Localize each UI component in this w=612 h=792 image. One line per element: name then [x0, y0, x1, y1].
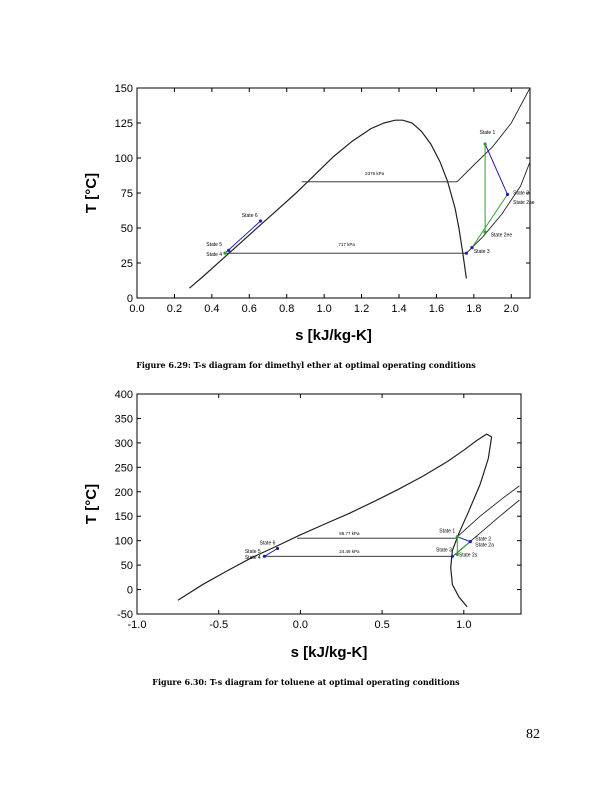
isobar-label: 717 kPa	[338, 242, 355, 247]
y-tick-label: 25	[121, 258, 133, 270]
state-point	[275, 546, 280, 551]
state-label: State 2ae	[513, 200, 535, 206]
state-label: State 4	[206, 252, 222, 258]
x-tick-label: 0.6	[242, 303, 257, 315]
y-tick-label: 400	[115, 389, 133, 401]
series-turbine-actual	[484, 143, 508, 195]
state-point	[464, 251, 468, 255]
series-isobar-low-upper	[466, 160, 530, 254]
state-label: State 1	[439, 528, 455, 534]
figure-caption-6-30: Figure 6.30: T-s diagram for toluene at …	[152, 677, 460, 687]
isobar-label: 24.49 kPa	[339, 549, 360, 554]
state-point	[455, 535, 459, 539]
series-regen-line	[455, 541, 471, 555]
x-tick-label: 0.4	[204, 303, 219, 315]
x-tick-label: 1.4	[391, 303, 406, 315]
series-saturation-dome	[177, 433, 493, 608]
page-number: 82	[526, 727, 540, 742]
x-tick-label: -1.0	[128, 619, 147, 631]
state-label: State 1	[479, 130, 495, 136]
state-point	[505, 192, 510, 196]
x-tick-label: 0.2	[167, 303, 182, 315]
x-tick-label: 1.0	[456, 619, 471, 631]
x-tick-label: 2.0	[504, 303, 519, 315]
state-point	[258, 219, 263, 223]
y-axis-title: T [°C]	[83, 173, 100, 213]
plot-area	[177, 433, 520, 608]
y-tick-label: 150	[115, 511, 133, 523]
state-point	[483, 230, 487, 234]
y-tick-label: 150	[115, 83, 133, 95]
isobar-label: 2376 kPa	[365, 171, 385, 176]
y-tick-label: -50	[117, 609, 133, 621]
figure-caption-6-29: Figure 6.29: T-s diagram for dimethyl et…	[136, 360, 476, 370]
state-label: State 2s	[459, 552, 478, 558]
state-point	[470, 246, 474, 250]
state-label: State 2	[475, 537, 491, 543]
state-label: State 2	[513, 190, 529, 196]
y-tick-label: 300	[115, 438, 133, 450]
state-point	[262, 554, 267, 558]
series-pump	[264, 548, 278, 557]
x-tick-label: 1.8	[466, 303, 481, 315]
state-point	[227, 248, 231, 252]
x-tick-label: 1.2	[354, 303, 369, 315]
x-tick-label: 0.5	[374, 619, 389, 631]
y-tick-label: 50	[121, 223, 133, 235]
state-point	[455, 552, 459, 556]
y-tick-label: 250	[115, 462, 133, 474]
state-point	[223, 251, 227, 255]
state-label: State 3	[436, 547, 452, 553]
x-tick-label: 0.0	[293, 619, 308, 631]
series-saturation-dome	[189, 119, 467, 289]
state-label: State 3	[474, 249, 490, 255]
y-tick-label: 0	[127, 585, 133, 597]
state-label: State 2a	[475, 543, 494, 549]
y-tick-label: 75	[121, 188, 133, 200]
y-axis-title: T [°C]	[83, 484, 100, 524]
isobar-label: 86.77 kPa	[339, 531, 360, 536]
x-tick-label: 1.0	[316, 303, 331, 315]
y-tick-label: 350	[115, 413, 133, 425]
x-tick-label: -0.5	[209, 619, 228, 631]
x-tick-label: 0.0	[129, 303, 144, 315]
series-regen-line	[471, 194, 508, 248]
plot-area	[189, 88, 530, 289]
series-isobar-high-upper	[456, 88, 530, 183]
x-tick-label: 1.6	[429, 303, 444, 315]
y-tick-label: 125	[115, 118, 133, 130]
state-label: State 6	[242, 213, 258, 219]
series-pump	[224, 220, 261, 254]
y-tick-label: 100	[115, 153, 133, 165]
series-turbine-actual	[457, 536, 471, 543]
plot-frame	[136, 393, 522, 615]
x-axis-title: s [kJ/kg-K]	[295, 327, 372, 344]
x-tick-label: 0.8	[279, 303, 294, 315]
y-tick-label: 200	[115, 487, 133, 499]
plot-frame	[136, 87, 531, 299]
state-label: State 5	[245, 549, 261, 555]
state-point	[450, 554, 454, 558]
y-tick-label: 100	[115, 536, 133, 548]
state-label: State 2ee	[491, 232, 513, 238]
state-point	[483, 142, 487, 146]
state-label: State 6	[260, 541, 276, 547]
state-label: State 5	[206, 242, 222, 248]
y-tick-label: 50	[121, 560, 133, 572]
chart-1-group: 0.0 0.2 0.4 0.6 0.8 1.0 1.2 1.4 1.6 1.8 2.0 0 25 50 75…	[83, 83, 535, 344]
state-point	[468, 540, 472, 544]
chart-2-group: -1.0 -0.5 0.0 0.5 1.0 -50 0 50 100 150 200 250 300 35…	[83, 389, 522, 661]
y-tick-label: 0	[127, 293, 133, 305]
state-label: State 4	[245, 555, 261, 561]
series-isobar-high-upper	[456, 485, 520, 538]
x-axis-title: s [kJ/kg-K]	[291, 644, 368, 661]
